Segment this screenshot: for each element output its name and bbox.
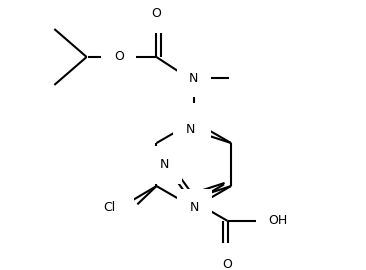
Text: OH: OH [269, 214, 288, 227]
Text: N: N [186, 123, 195, 136]
Text: N: N [190, 201, 199, 214]
Text: N: N [189, 72, 198, 85]
Text: O: O [152, 7, 161, 20]
Text: O: O [114, 50, 124, 63]
Text: O: O [223, 258, 232, 270]
Text: Cl: Cl [109, 198, 121, 211]
Text: Cl: Cl [103, 201, 116, 214]
Text: N: N [160, 158, 169, 171]
Text: N: N [189, 115, 198, 128]
